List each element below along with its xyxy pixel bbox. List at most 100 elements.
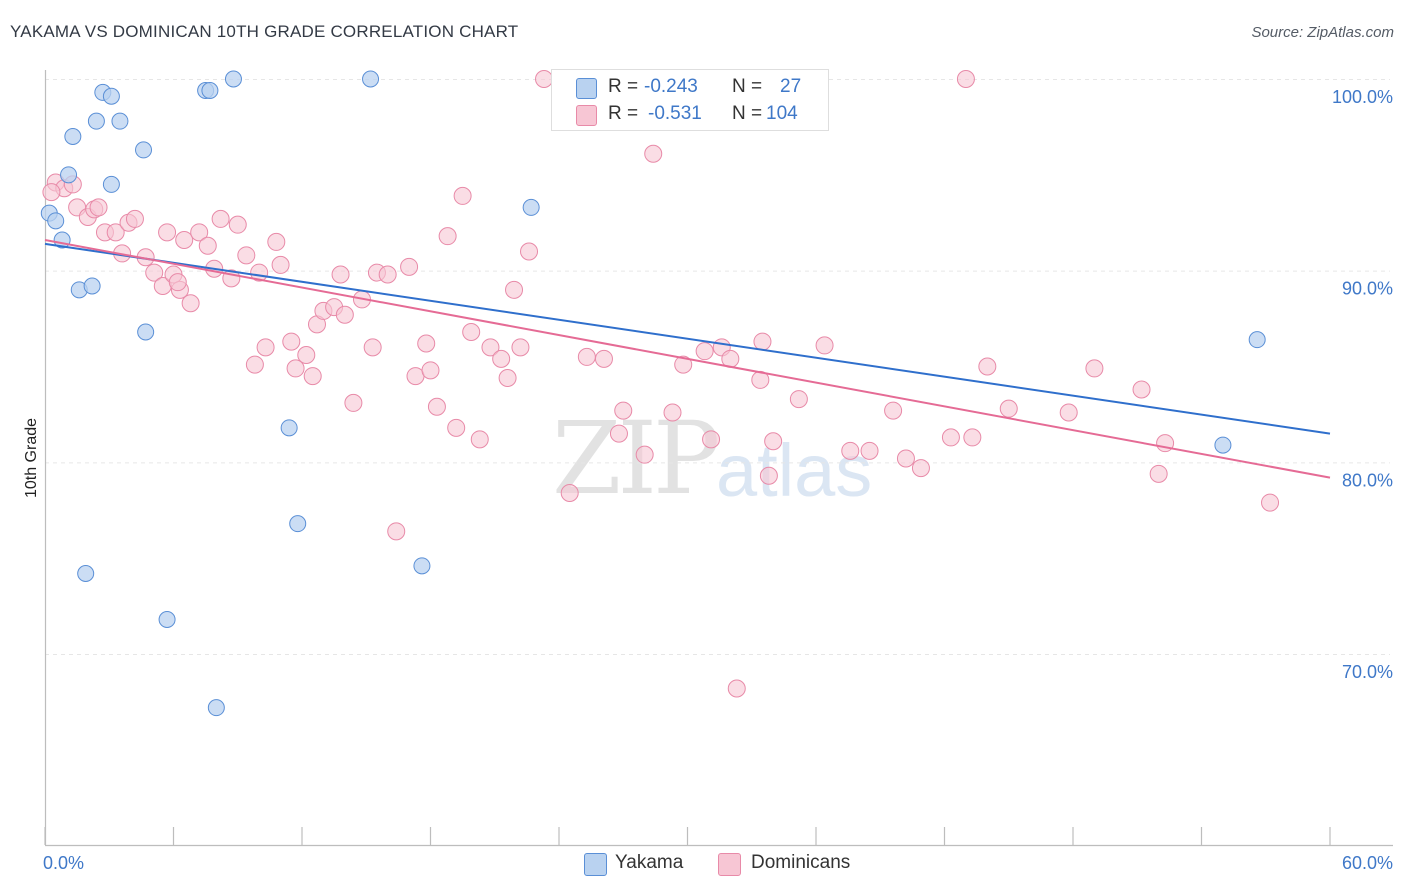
dominicans-legend-swatch — [718, 853, 741, 876]
yakama-point — [413, 557, 431, 575]
yakama-point — [280, 419, 298, 437]
dominican-point — [702, 430, 721, 449]
dominican-point — [271, 255, 290, 274]
dominican-point — [286, 359, 305, 378]
yakama-point — [64, 128, 82, 145]
yakama-legend-swatch — [584, 853, 607, 876]
chart-title: YAKAMA VS DOMINICAN 10TH GRADE CORRELATI… — [10, 22, 519, 41]
r-value: -0.243 — [644, 76, 698, 97]
yakama-point — [77, 565, 95, 582]
dominican-point — [335, 305, 354, 324]
dominicans-swatch — [576, 105, 597, 126]
dominican-point — [941, 428, 960, 447]
dominican-point — [175, 231, 194, 249]
dominican-point — [462, 323, 481, 341]
y-axis-title: 10th Grade — [23, 418, 40, 498]
dominican-point — [344, 393, 363, 412]
dominican-point — [267, 232, 286, 251]
dominican-point — [609, 424, 628, 443]
dominican-point — [594, 349, 613, 368]
dominican-point — [963, 428, 982, 447]
dominican-point — [1261, 493, 1280, 512]
dominican-point — [753, 332, 772, 351]
yakama-point — [207, 699, 225, 717]
axes — [44, 70, 1393, 847]
dominican-point — [956, 70, 975, 88]
dominican-point — [378, 265, 397, 284]
dominican-point — [168, 273, 187, 292]
dominican-point — [447, 418, 466, 437]
dominican-point — [860, 441, 879, 460]
yakama-point — [289, 515, 307, 533]
yakama-point — [47, 212, 65, 230]
dominican-point — [520, 242, 539, 261]
yakama-point — [224, 70, 242, 88]
y-tick-label: 90.0% — [1342, 279, 1393, 299]
dominican-point — [331, 265, 350, 284]
tick-labels: 70.0% 80.0% 90.0% 100.0% 0.0% 60.0% 10th Grade — [23, 87, 1393, 873]
y-tick-label: 70.0% — [1342, 662, 1393, 682]
source-label: Source: ZipAtlas.com — [1251, 24, 1394, 41]
dominican-point — [237, 246, 256, 265]
dominican-point — [1059, 403, 1078, 422]
dominican-point — [614, 401, 633, 420]
dominican-point — [727, 679, 746, 698]
dominican-point — [505, 280, 524, 299]
dominicans-points — [42, 70, 1280, 698]
dominican-point — [577, 347, 596, 366]
dominican-point — [535, 70, 554, 88]
trend-lines — [44, 239, 1331, 479]
dominican-point — [978, 357, 997, 376]
dominicans-trend-line — [44, 239, 1331, 479]
dominican-point — [190, 223, 209, 242]
dominican-point — [1149, 464, 1168, 483]
dominican-point — [106, 223, 125, 242]
yakama-point — [102, 87, 120, 105]
dominican-point — [492, 349, 511, 368]
dominican-point — [406, 367, 425, 386]
yakama-point — [102, 175, 120, 193]
dominican-point — [427, 397, 446, 416]
dominican-point — [1085, 359, 1104, 378]
dominican-point — [511, 338, 530, 357]
yakama-point — [522, 198, 540, 216]
yakama-point — [201, 82, 219, 99]
dominican-point — [695, 342, 714, 361]
dominicans-legend-label: Dominicans — [751, 852, 851, 873]
yakama-points — [40, 70, 1266, 717]
y-tick-label: 80.0% — [1342, 470, 1393, 490]
dominican-point — [896, 449, 915, 468]
yakama-point — [60, 166, 78, 184]
dominican-point — [228, 215, 247, 234]
dominican-point — [421, 361, 440, 380]
dominican-point — [453, 186, 472, 205]
n-value: 104 — [766, 103, 798, 124]
dominican-point — [884, 401, 903, 420]
n-label: N = — [732, 76, 763, 97]
dominican-point — [387, 522, 406, 541]
dominican-point — [841, 441, 860, 460]
dominican-point — [417, 334, 436, 353]
yakama-point — [1214, 436, 1232, 454]
yakama-point — [83, 277, 101, 295]
yakama-point — [362, 70, 380, 88]
dominican-point — [759, 466, 778, 485]
dominican-point — [145, 263, 164, 282]
dominican-point — [256, 338, 275, 357]
dominican-point — [245, 355, 264, 374]
dominican-point — [400, 257, 419, 276]
dominican-point — [663, 403, 682, 422]
dominican-point — [198, 236, 217, 255]
dominican-point — [158, 223, 177, 242]
dominican-point — [674, 355, 693, 374]
dominican-point — [42, 183, 61, 202]
yakama-point — [87, 112, 105, 130]
yakama-trend-line — [44, 242, 1331, 435]
dominican-point — [297, 346, 316, 364]
dominican-point — [815, 336, 834, 355]
dominican-point — [789, 390, 808, 409]
dominican-point — [560, 484, 579, 502]
dominican-point — [911, 459, 930, 478]
dominican-point — [764, 432, 783, 451]
n-label: N = — [732, 103, 763, 124]
